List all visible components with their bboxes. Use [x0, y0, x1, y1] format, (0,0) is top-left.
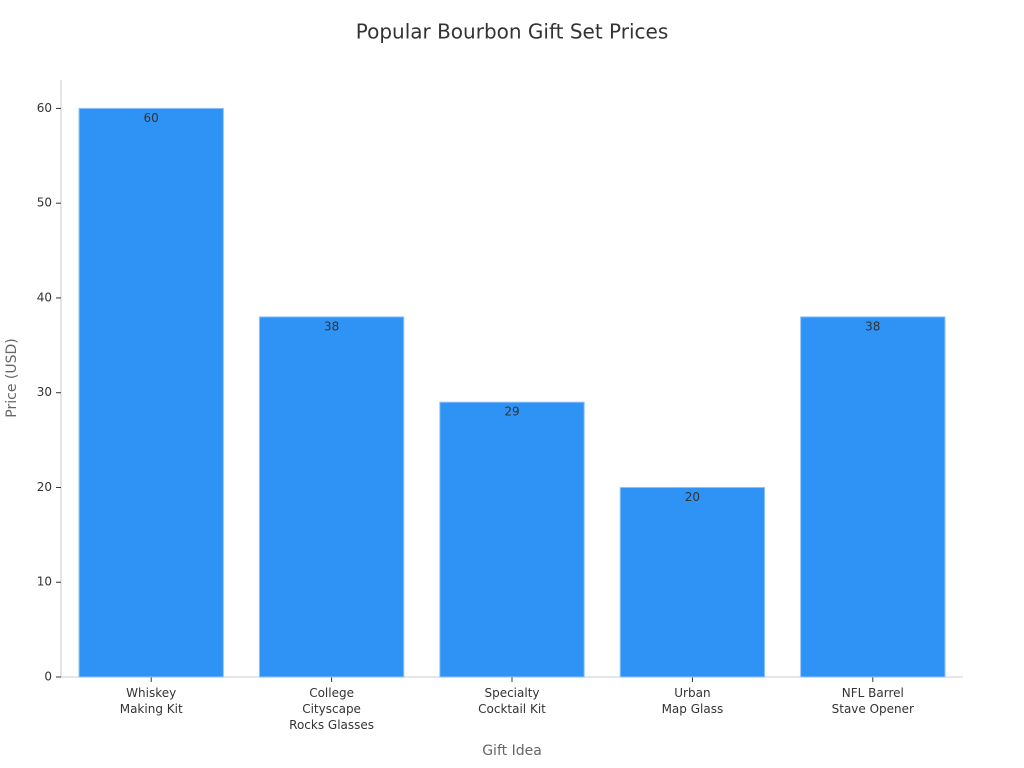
x-tick-label-line: Urban: [674, 686, 710, 700]
x-tick-label-line: Rocks Glasses: [289, 718, 374, 732]
x-tick-label-line: Map Glass: [662, 702, 724, 716]
y-tick-label: 0: [44, 670, 52, 684]
bar: [439, 401, 585, 678]
value-label: 60: [144, 111, 159, 125]
y-tick-label: 40: [37, 290, 52, 304]
x-tick-label-line: Specialty: [484, 686, 539, 700]
bar: [78, 107, 224, 678]
x-tick-label-line: NFL Barrel: [842, 686, 904, 700]
bar: [258, 316, 405, 678]
x-tick-label-line: Cocktail Kit: [478, 702, 546, 716]
y-tick-label: 30: [37, 385, 52, 399]
value-label: 38: [324, 319, 339, 333]
x-tick-label-line: Making Kit: [120, 702, 183, 716]
x-tick-label-line: Cityscape: [302, 702, 361, 716]
y-tick-label: 10: [37, 575, 52, 589]
x-tick-label: Urban Map Glass: [662, 686, 724, 716]
bar: [800, 316, 946, 678]
x-tick-label-line: College: [309, 686, 354, 700]
x-tick-label: Specialty Cocktail Kit: [478, 686, 546, 716]
y-tick-label: 50: [37, 196, 52, 210]
x-tick-label-line: Stave Opener: [832, 702, 914, 716]
x-tick-label: NFL Barrel Stave Opener: [832, 686, 914, 716]
x-tick-label: College Cityscape Rocks Glasses: [289, 686, 374, 732]
y-tick-label: 20: [37, 480, 52, 494]
x-tick-label-line: Whiskey: [126, 686, 176, 700]
value-label: 20: [685, 490, 700, 504]
value-label: 29: [504, 405, 519, 419]
x-axis-label: Gift Idea: [482, 743, 542, 759]
y-axis-label: Price (USD): [4, 338, 20, 417]
chart-title: Popular Bourbon Gift Set Prices: [356, 20, 669, 44]
bar: [619, 486, 766, 678]
y-tick-label: 60: [37, 101, 52, 115]
value-label: 38: [865, 319, 880, 333]
x-tick-label: Whiskey Making Kit: [120, 686, 183, 716]
